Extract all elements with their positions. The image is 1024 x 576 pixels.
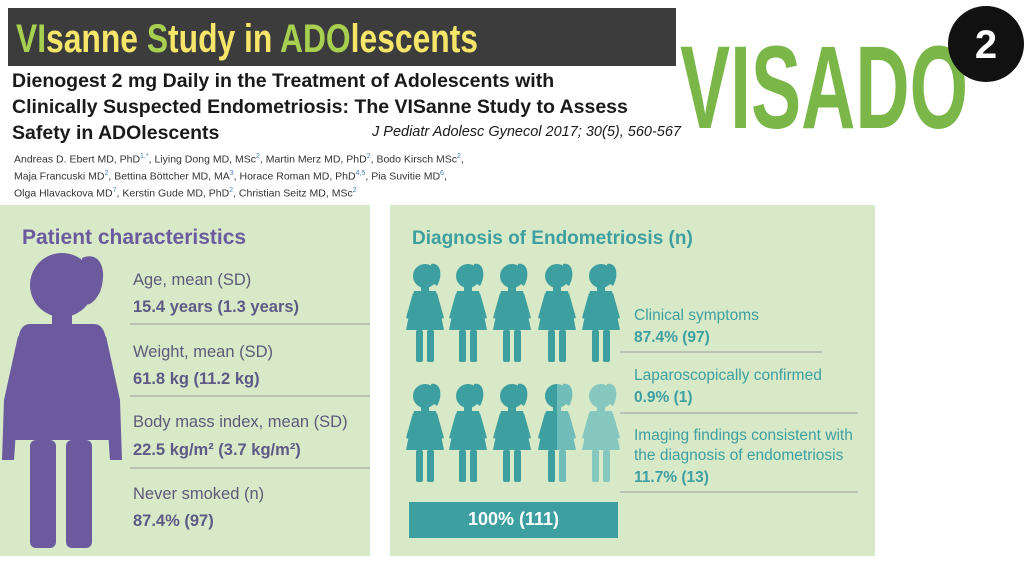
badge-number: 2 bbox=[975, 23, 997, 67]
item-value: 22.5 kg/m² (3.7 kg/m²) bbox=[133, 441, 301, 459]
banner-box bbox=[8, 8, 676, 66]
person-icon bbox=[538, 384, 557, 482]
person-icon bbox=[493, 263, 531, 362]
title-line: Clinically Suspected Endometriosis: The … bbox=[12, 96, 628, 118]
item-label: Imaging findings consistent with the dia… bbox=[634, 427, 853, 464]
person-icon bbox=[582, 263, 620, 362]
diagnosis-panel bbox=[390, 205, 875, 556]
author-affiliation: 4,5 bbox=[355, 170, 366, 177]
total-value: 100% (111) bbox=[467, 509, 560, 529]
person-icon bbox=[538, 263, 576, 362]
title-line: Safety in ADOlescents bbox=[12, 122, 220, 144]
author-name: Maja Francuski MD bbox=[14, 170, 105, 183]
banner-segment: sanne bbox=[46, 17, 147, 61]
author-affiliation: 7 bbox=[112, 187, 117, 194]
person-icon bbox=[406, 383, 444, 482]
author-name: Olga Hlavackova MD bbox=[14, 187, 113, 200]
author-name: Bodo Kirsch MSc bbox=[376, 153, 457, 166]
author-line: Andreas D. Ebert MD, PhD1,*, Liying Dong… bbox=[14, 153, 464, 166]
author-affiliation: 2 bbox=[229, 187, 234, 194]
total-bar bbox=[409, 502, 618, 538]
item-label: Body mass index, mean (SD) bbox=[133, 413, 348, 431]
author-line: Olga Hlavackova MD7, Kerstin Gude MD, Ph… bbox=[14, 187, 357, 200]
author-affiliation: 2 bbox=[456, 153, 461, 160]
author-name: Bettina Böttcher MD, MA bbox=[114, 170, 230, 183]
title: Dienogest 2 mg Daily in the Treatment of… bbox=[12, 68, 628, 146]
author-affiliation: 6 bbox=[440, 170, 444, 177]
woman-icon bbox=[2, 253, 122, 548]
badge-circle bbox=[948, 6, 1024, 82]
citation: J Pediatr Adolesc Gynecol 2017; 30(5), 5… bbox=[372, 124, 681, 140]
author-name: Kerstin Gude MD, PhD bbox=[122, 187, 230, 200]
item-value: 87.4% (97) bbox=[133, 512, 214, 530]
item-label: Clinical symptoms bbox=[634, 307, 759, 324]
item-label: Never smoked (n) bbox=[133, 485, 265, 503]
person-icon bbox=[449, 383, 487, 482]
item-value: 11.7% (13) bbox=[634, 469, 709, 486]
author-name: Horace Roman MD, PhD bbox=[239, 170, 356, 183]
author-affiliation: 2 bbox=[104, 170, 109, 177]
item-value: 61.8 kg (11.2 kg) bbox=[133, 370, 260, 388]
author-name: Liying Dong MD, MSc bbox=[154, 153, 256, 166]
authors: Andreas D. Ebert MD, PhD1,*, Liying Dong… bbox=[14, 150, 464, 201]
author-name: Andreas D. Ebert MD, PhD bbox=[14, 153, 141, 166]
item-value: 15.4 years (1.3 years) bbox=[133, 298, 300, 316]
item-label: Laparoscopically confirmed bbox=[634, 367, 822, 384]
panel-title: Patient characteristics bbox=[22, 226, 247, 249]
item-value: 0.9% (1) bbox=[634, 389, 693, 406]
person-icon bbox=[449, 263, 487, 362]
person-icon bbox=[493, 383, 531, 482]
banner-segment: S bbox=[147, 17, 168, 61]
logo: VISADO bbox=[680, 22, 968, 154]
banner-segment: VI bbox=[16, 17, 46, 61]
item-label: Weight, mean (SD) bbox=[133, 343, 273, 361]
item-value: 87.4% (97) bbox=[634, 329, 710, 346]
author-line: Maja Francuski MD2, Bettina Böttcher MD,… bbox=[14, 170, 447, 183]
author-affiliation: 2 bbox=[352, 187, 357, 194]
banner-segment: tudy in bbox=[168, 17, 280, 61]
item-label: Age, mean (SD) bbox=[133, 271, 252, 289]
author-affiliation: 1,* bbox=[140, 153, 149, 160]
author-name: Martin Merz MD, PhD bbox=[265, 153, 367, 166]
banner-segment: ADO bbox=[280, 17, 351, 61]
author-name: Christian Seitz MD, MSc bbox=[238, 187, 353, 200]
author-name: Pia Suvitie MD bbox=[371, 170, 441, 183]
banner-text: VIsanne Study in ADOlescents bbox=[16, 17, 478, 61]
person-icon bbox=[582, 383, 620, 482]
title-line: Dienogest 2 mg Daily in the Treatment of… bbox=[12, 70, 555, 92]
author-affiliation: 3 bbox=[229, 170, 234, 177]
person-icon bbox=[406, 263, 444, 362]
author-affiliation: 2 bbox=[256, 153, 260, 160]
panel-title: Diagnosis of Endometriosis (n) bbox=[412, 228, 693, 249]
banner-segment: lescents bbox=[351, 17, 478, 61]
author-affiliation: 2 bbox=[366, 153, 371, 160]
